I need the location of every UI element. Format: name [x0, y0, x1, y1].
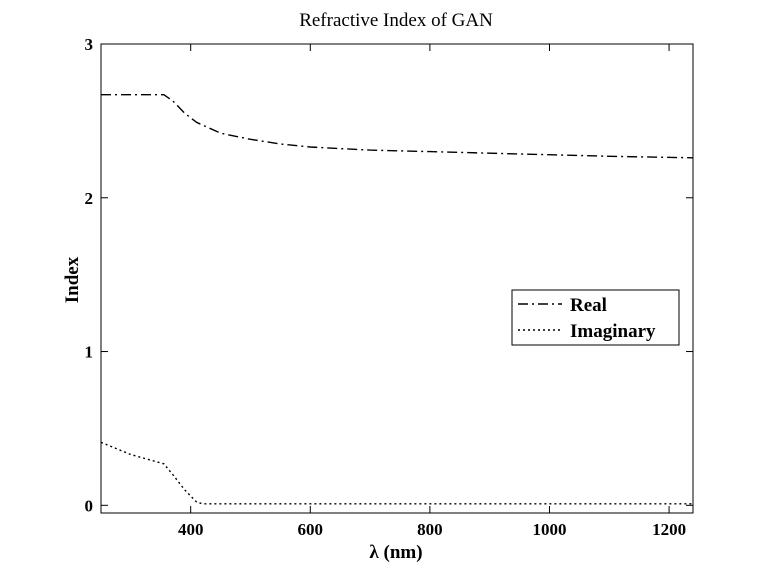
plot-frame	[100, 43, 694, 514]
y-tick-label: 1	[85, 343, 94, 362]
series-layer	[100, 93, 694, 505]
y-tick-label: 3	[85, 35, 94, 54]
legend-label-real: Real	[570, 295, 607, 316]
y-axis-label: Index	[62, 256, 83, 303]
legend: Real Imaginary	[511, 289, 680, 346]
plot-area	[100, 43, 694, 514]
legend-label-imaginary: Imaginary	[570, 321, 656, 342]
series-line-imaginary	[100, 441, 693, 505]
y-axis-ticks: 0 1 2 3	[85, 35, 693, 515]
x-tick-label: 1000	[532, 520, 566, 539]
x-axis-ticks: 400 600 800 1000 1200	[178, 44, 686, 539]
x-axis-label: λ (nm)	[369, 542, 422, 563]
y-tick-label: 2	[85, 189, 94, 208]
legend-box	[511, 289, 680, 346]
chart-title: Refractive Index of GAN	[299, 10, 493, 31]
x-tick-label: 800	[417, 520, 443, 539]
series-line-real	[101, 93, 694, 159]
x-tick-label: 600	[298, 520, 324, 539]
x-tick-label: 1200	[652, 520, 686, 539]
x-tick-label: 400	[178, 520, 204, 539]
y-tick-label: 0	[85, 496, 94, 515]
